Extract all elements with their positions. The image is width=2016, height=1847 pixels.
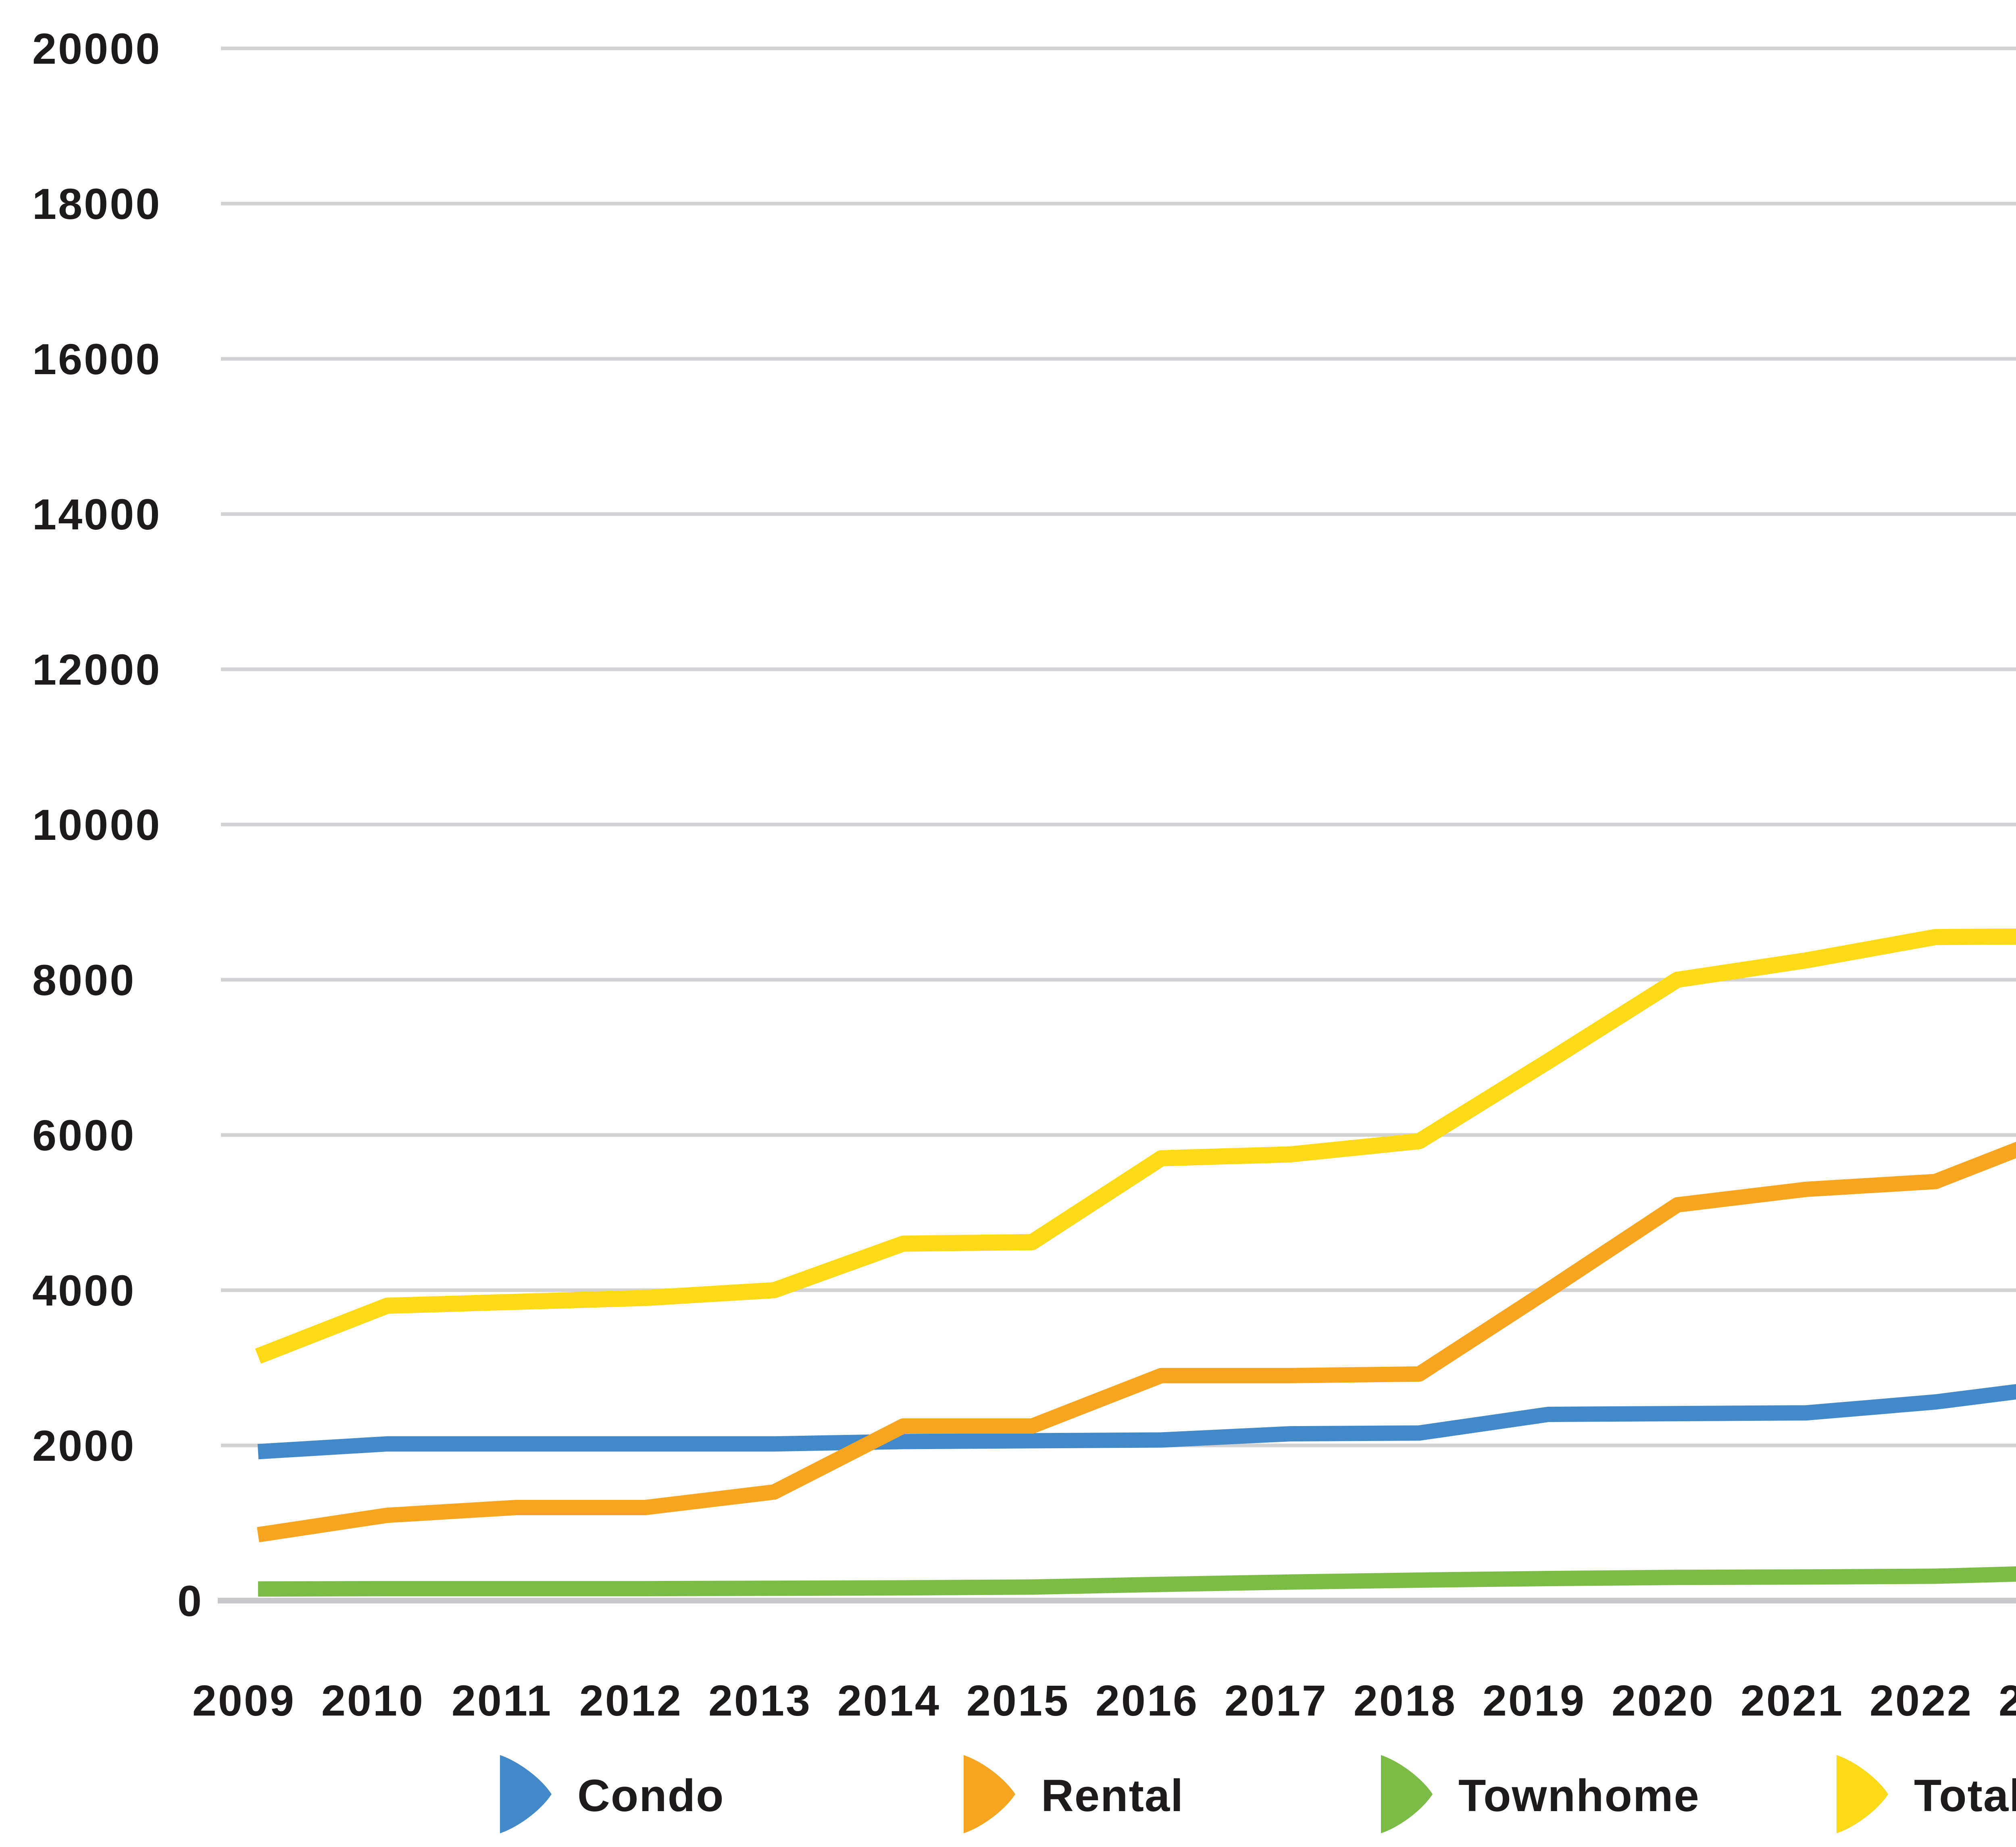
y-axis-label-14000: 14000	[32, 490, 161, 539]
legend-label-rental: Rental	[1041, 1770, 1184, 1821]
x-axis-label-2014: 2014	[837, 1676, 941, 1725]
y-axis-label-2000: 2000	[32, 1421, 135, 1470]
y-axis-label-4000: 4000	[32, 1266, 135, 1315]
x-axis-label-2011: 2011	[452, 1676, 552, 1725]
x-axis-label-2016: 2016	[1095, 1676, 1199, 1725]
legend-item-condo: Condo	[500, 1755, 725, 1833]
series-lines-group	[255, 928, 2016, 1597]
y-axis-label-0: 0	[177, 1576, 203, 1625]
x-axis-label-2012: 2012	[579, 1676, 683, 1725]
y-axis-labels-group: 0 2000 4000 6000 8000 10000 12000 14000 16000 180…	[32, 24, 203, 1625]
y-axis-label-20000: 20000	[32, 24, 161, 73]
legend-item-total-units: Total Units	[1837, 1755, 2016, 1833]
legend-marker-townhome-icon	[1381, 1755, 1433, 1833]
legend-item-townhome: Townhome	[1381, 1755, 1700, 1833]
x-axis-label-2020: 2020	[1612, 1676, 1715, 1725]
gridlines-group	[218, 46, 2016, 1603]
legend-label-total-units: Total Units	[1914, 1770, 2016, 1821]
y-axis-label-16000: 16000	[32, 335, 161, 383]
legend-label-townhome: Townhome	[1458, 1770, 1700, 1821]
x-axis-label-2013: 2013	[708, 1676, 812, 1725]
x-axis-label-2010: 2010	[321, 1676, 425, 1725]
x-axis-label-2018: 2018	[1354, 1676, 1457, 1725]
legend-group: Condo Rental Townhome Total Units	[500, 1755, 2016, 1833]
x-axis-label-2022: 2022	[1870, 1676, 1973, 1725]
x-axis-label-2015: 2015	[966, 1676, 1070, 1725]
x-axis-label-2009: 2009	[192, 1676, 296, 1725]
x-axis-label-2023: 2023	[1999, 1676, 2016, 1725]
series-line-condo	[257, 1384, 2016, 1460]
y-axis-label-18000: 18000	[32, 179, 161, 228]
series-line-townhome	[258, 1566, 2016, 1597]
legend-item-rental: Rental	[964, 1755, 1184, 1833]
x-axis-label-2019: 2019	[1483, 1676, 1586, 1725]
series-line-rental	[257, 1141, 2016, 1543]
series-line-total-units	[255, 928, 2016, 1364]
y-axis-label-8000: 8000	[32, 956, 135, 1004]
y-axis-label-6000: 6000	[32, 1111, 135, 1160]
legend-marker-condo-icon	[500, 1755, 552, 1833]
y-axis-label-10000: 10000	[32, 800, 161, 849]
x-axis-labels-group: 2009 2010 2011 2012 2013 2014 2015 2016 2017 2018…	[192, 1676, 2016, 1725]
legend-marker-total-units-icon	[1837, 1755, 1888, 1833]
legend-label-condo: Condo	[577, 1770, 725, 1821]
y-axis-label-12000: 12000	[32, 645, 161, 694]
legend-marker-rental-icon	[964, 1755, 1015, 1833]
x-axis-label-2021: 2021	[1741, 1676, 1844, 1725]
x-axis-label-2017: 2017	[1225, 1676, 1328, 1725]
